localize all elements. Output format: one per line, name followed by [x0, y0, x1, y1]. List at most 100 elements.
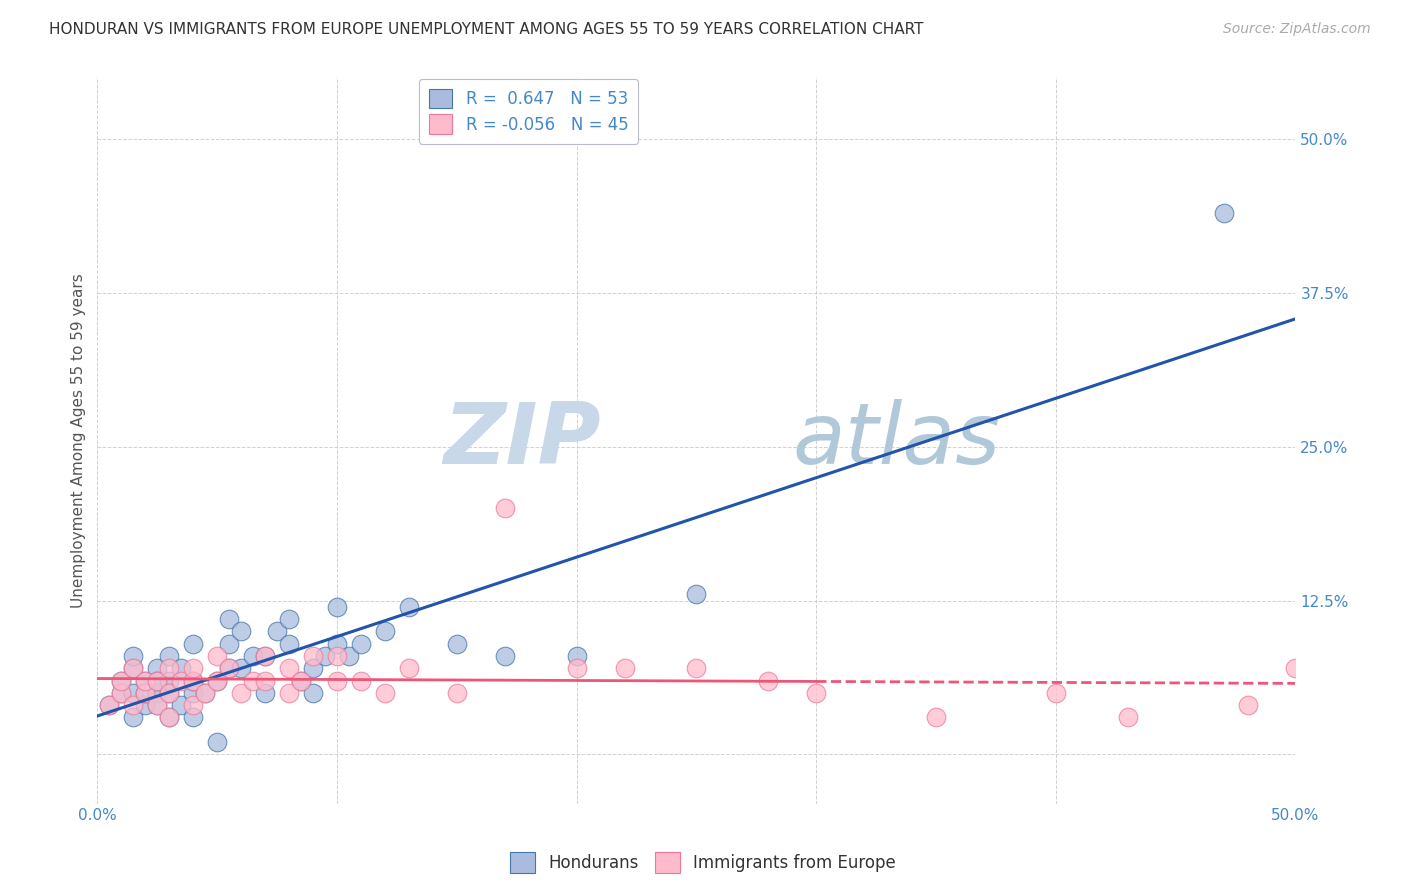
Point	[181, 637, 204, 651]
Point	[110, 686, 132, 700]
Point	[254, 686, 277, 700]
Point	[146, 673, 169, 688]
Point	[194, 686, 217, 700]
Point	[134, 686, 156, 700]
Point	[266, 624, 288, 639]
Point	[134, 673, 156, 688]
Point	[146, 686, 169, 700]
Point	[218, 637, 240, 651]
Text: HONDURAN VS IMMIGRANTS FROM EUROPE UNEMPLOYMENT AMONG AGES 55 TO 59 YEARS CORREL: HONDURAN VS IMMIGRANTS FROM EUROPE UNEMP…	[49, 22, 924, 37]
Point	[374, 624, 396, 639]
Point	[494, 648, 516, 663]
Text: Source: ZipAtlas.com: Source: ZipAtlas.com	[1223, 22, 1371, 37]
Point	[218, 661, 240, 675]
Point	[254, 648, 277, 663]
Point	[218, 612, 240, 626]
Point	[685, 661, 707, 675]
Point	[181, 698, 204, 713]
Text: atlas: atlas	[792, 399, 1000, 482]
Point	[205, 673, 228, 688]
Point	[350, 673, 373, 688]
Point	[122, 648, 145, 663]
Point	[326, 648, 349, 663]
Point	[181, 661, 204, 675]
Point	[613, 661, 636, 675]
Point	[146, 698, 169, 713]
Point	[350, 637, 373, 651]
Point	[242, 648, 264, 663]
Legend: Hondurans, Immigrants from Europe: Hondurans, Immigrants from Europe	[503, 846, 903, 880]
Point	[157, 686, 180, 700]
Point	[122, 661, 145, 675]
Point	[146, 698, 169, 713]
Point	[170, 661, 193, 675]
Point	[110, 686, 132, 700]
Point	[302, 648, 325, 663]
Point	[157, 710, 180, 724]
Point	[806, 686, 828, 700]
Point	[326, 637, 349, 651]
Point	[326, 599, 349, 614]
Point	[122, 710, 145, 724]
Point	[446, 686, 468, 700]
Point	[685, 587, 707, 601]
Point	[122, 698, 145, 713]
Point	[157, 661, 180, 675]
Point	[229, 686, 252, 700]
Point	[181, 710, 204, 724]
Point	[494, 501, 516, 516]
Point	[254, 648, 277, 663]
Point	[218, 661, 240, 675]
Point	[98, 698, 121, 713]
Point	[205, 735, 228, 749]
Point	[122, 661, 145, 675]
Point	[170, 698, 193, 713]
Point	[242, 673, 264, 688]
Text: ZIP: ZIP	[443, 399, 600, 482]
Y-axis label: Unemployment Among Ages 55 to 59 years: Unemployment Among Ages 55 to 59 years	[72, 273, 86, 608]
Point	[290, 673, 312, 688]
Point	[134, 698, 156, 713]
Point	[229, 661, 252, 675]
Point	[925, 710, 948, 724]
Point	[565, 648, 588, 663]
Point	[205, 673, 228, 688]
Point	[374, 686, 396, 700]
Point	[756, 673, 779, 688]
Point	[326, 673, 349, 688]
Point	[194, 686, 217, 700]
Point	[181, 673, 204, 688]
Point	[1045, 686, 1067, 700]
Point	[398, 599, 420, 614]
Point	[254, 673, 277, 688]
Point	[157, 648, 180, 663]
Point	[337, 648, 360, 663]
Point	[1284, 661, 1306, 675]
Point	[1212, 206, 1234, 220]
Point	[205, 648, 228, 663]
Point	[1116, 710, 1139, 724]
Point	[181, 673, 204, 688]
Point	[565, 661, 588, 675]
Point	[278, 686, 301, 700]
Point	[134, 673, 156, 688]
Legend: R =  0.647   N = 53, R = -0.056   N = 45: R = 0.647 N = 53, R = -0.056 N = 45	[419, 78, 638, 144]
Point	[1236, 698, 1258, 713]
Point	[278, 612, 301, 626]
Point	[290, 673, 312, 688]
Point	[157, 710, 180, 724]
Point	[302, 686, 325, 700]
Point	[398, 661, 420, 675]
Point	[146, 661, 169, 675]
Point	[181, 686, 204, 700]
Point	[157, 673, 180, 688]
Point	[229, 624, 252, 639]
Point	[170, 673, 193, 688]
Point	[278, 637, 301, 651]
Point	[302, 661, 325, 675]
Point	[157, 686, 180, 700]
Point	[122, 686, 145, 700]
Point	[98, 698, 121, 713]
Point	[110, 673, 132, 688]
Point	[278, 661, 301, 675]
